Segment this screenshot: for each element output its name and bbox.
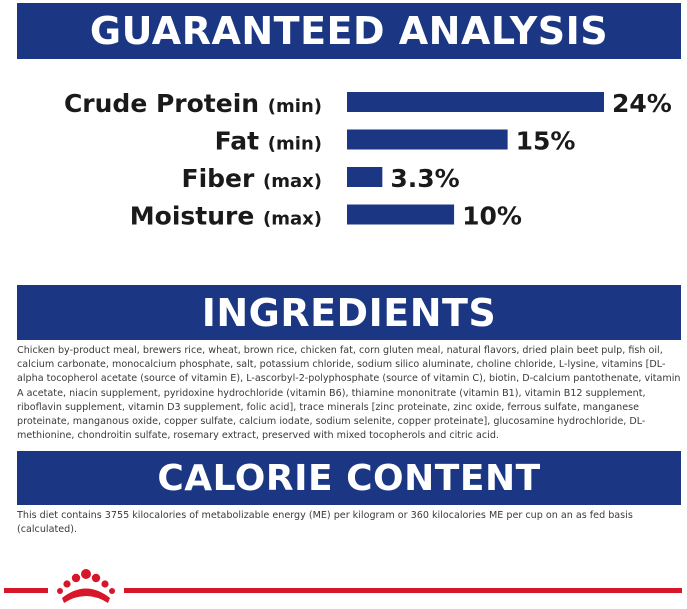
category-label-fat: Fat (min) [215, 127, 322, 156]
footer-red-line-left [4, 588, 48, 593]
ingredients-list: Chicken by-product meal, brewers rice, w… [17, 345, 681, 442]
guaranteed-analysis-banner: GUARANTEED ANALYSIS [17, 3, 681, 59]
footer-red-line-right [124, 588, 682, 593]
category-qualifier-fiber: (max) [263, 171, 322, 192]
bar-moisture [347, 204, 455, 225]
bar-fiber [347, 167, 383, 187]
ingredients-heading: INGREDIENTS [201, 290, 497, 335]
value-label-crude-protein: 24% [612, 89, 672, 118]
category-label-fiber: Fiber (max) [182, 164, 323, 193]
calorie-content-heading: CALORIE CONTENT [157, 457, 541, 499]
calorie-content-banner: CALORIE CONTENT [17, 451, 681, 505]
category-qualifier-crude-protein: (min) [268, 96, 322, 117]
value-label-fiber: 3.3% [390, 164, 459, 193]
category-qualifier-fat: (min) [268, 134, 322, 155]
bar-fat [347, 129, 508, 150]
category-label-moisture: Moisture (max) [130, 202, 322, 231]
category-label-crude-protein: Crude Protein (min) [64, 89, 322, 118]
value-label-moisture: 10% [462, 202, 522, 231]
value-label-fat: 15% [516, 127, 576, 156]
category-name-moisture: Moisture [130, 202, 263, 231]
calorie-content-text: This diet contains 3755 kilocalories of … [17, 510, 633, 536]
bar-crude-protein [347, 92, 604, 112]
category-qualifier-moisture: (max) [263, 209, 322, 230]
category-name-fat: Fat [215, 127, 268, 156]
ingredients-banner: INGREDIENTS [17, 285, 681, 340]
category-name-fiber: Fiber [182, 164, 264, 193]
royal-canin-crown-icon [57, 569, 115, 603]
guaranteed-analysis-chart: Crude Protein (min) 24% Fat (min) 15% Fiber … [64, 89, 672, 231]
guaranteed-analysis-heading: GUARANTEED ANALYSIS [89, 9, 609, 53]
category-name-crude-protein: Crude Protein [64, 89, 268, 118]
